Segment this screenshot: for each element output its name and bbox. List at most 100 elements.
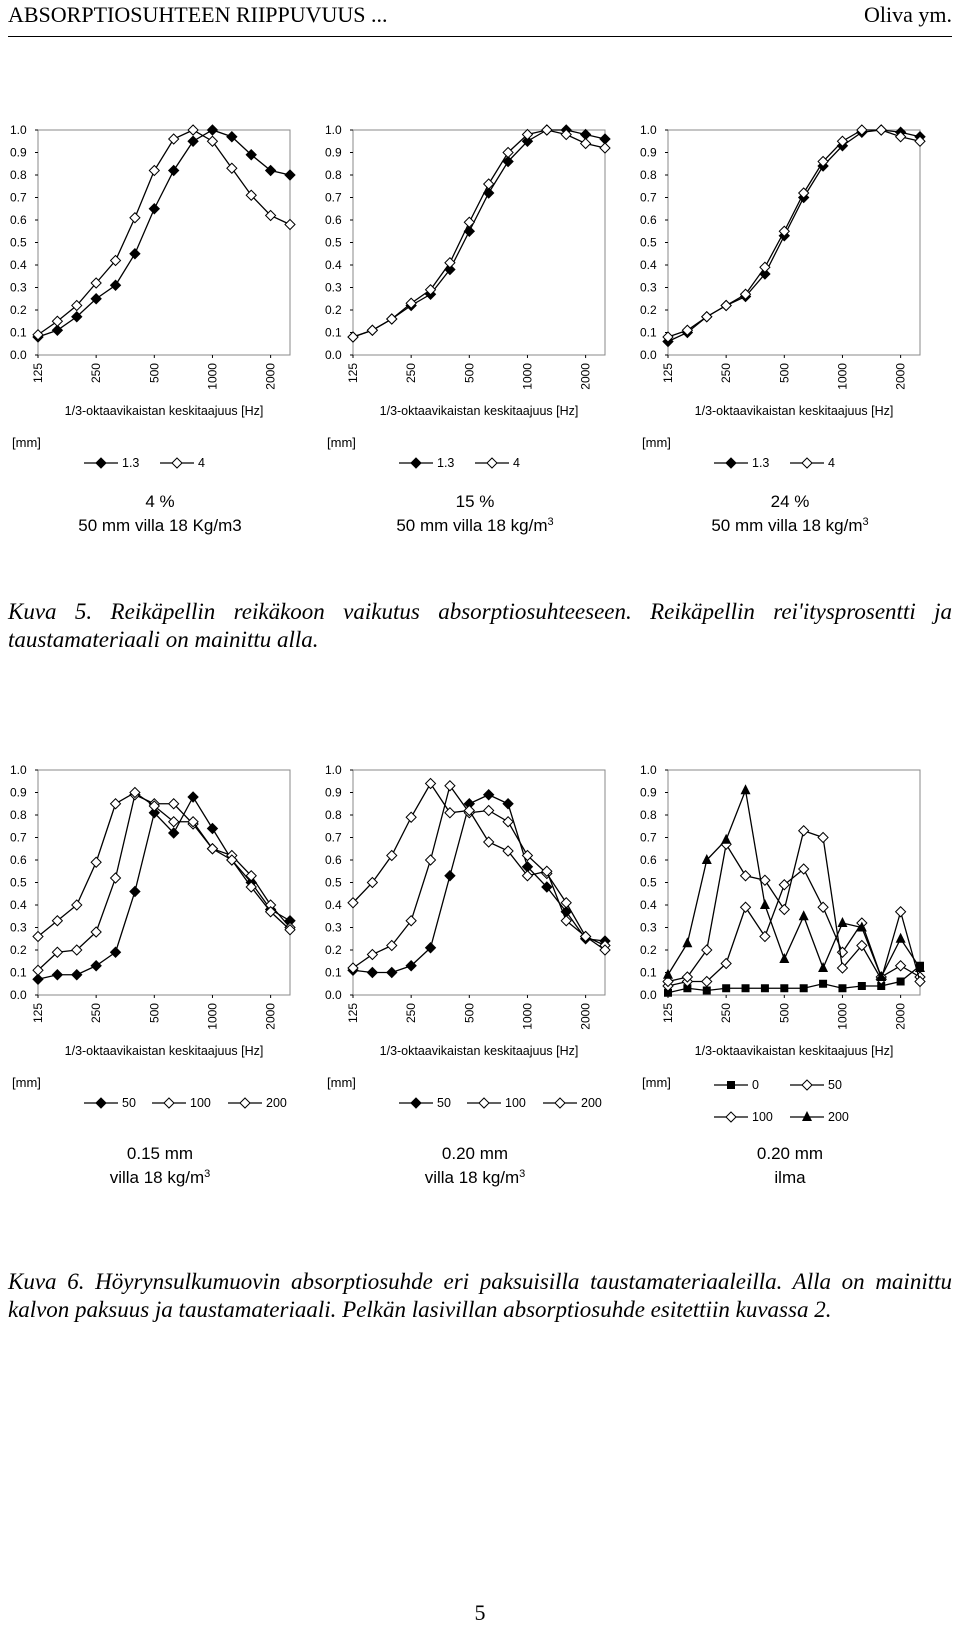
legend-marker [410, 457, 422, 469]
series-line-4 [37, 129, 291, 336]
legend: 50 100 200 [84, 1096, 287, 1110]
legend-title: [mm] [12, 1075, 41, 1090]
y-tick-label: 0.9 [640, 146, 657, 160]
chart-kuva5-24pct: 0.0 0.1 0.2 0.3 0.4 0.5 0.6 0.7 0.8 0.9 1.0 125 250 5… [630, 110, 945, 580]
data-point [245, 189, 257, 201]
y-tick-label: 0.4 [325, 258, 342, 272]
y-tick-label: 0.2 [325, 303, 342, 317]
y-tick-label: 0.2 [640, 303, 657, 317]
x-tick-label: 125 [346, 1003, 360, 1023]
y-tick-label: 0.7 [640, 831, 657, 845]
caption-kuva5: Kuva 5. Reikäpellin reikäkoon vaikutus a… [8, 599, 952, 652]
data-point [683, 984, 692, 993]
legend-label-100: 100 [190, 1096, 211, 1110]
y-tick-label: 1.0 [640, 123, 657, 137]
y-tick-label: 0.8 [10, 808, 27, 822]
x-tick-label: 2000 [264, 1003, 278, 1030]
legend-marker [410, 1097, 422, 1109]
data-point [502, 816, 514, 828]
data-point [857, 982, 866, 990]
y-tick-label: 0.1 [640, 966, 657, 980]
y-tick-label: 0.1 [325, 326, 342, 340]
legend-label-1.3: 1.3 [752, 456, 769, 470]
y-tick-label: 0.0 [10, 348, 27, 362]
data-point [521, 849, 534, 862]
y-tick-label: 0.5 [10, 236, 27, 250]
x-tick-label: 1000 [835, 363, 849, 390]
data-point [109, 798, 122, 810]
data-point [701, 854, 712, 864]
data-point [167, 816, 180, 828]
data-point [71, 299, 83, 312]
x-tick-label: 500 [462, 363, 476, 383]
data-point [482, 836, 495, 848]
legend-label-4: 4 [198, 456, 205, 470]
data-point [167, 133, 180, 145]
data-point [502, 146, 514, 159]
data-point [482, 178, 495, 190]
x-tick-label: 1000 [835, 1003, 849, 1030]
data-point [444, 257, 456, 269]
series-line-200 [667, 787, 921, 979]
data-point [109, 279, 122, 291]
x-tick-label: 250 [404, 363, 418, 383]
data-point [51, 315, 64, 327]
data-point [109, 872, 122, 884]
data-point [148, 164, 161, 177]
data-point [148, 807, 161, 819]
legend-marker [239, 1097, 251, 1109]
legend-marker [95, 1097, 107, 1109]
data-point [284, 169, 296, 181]
plot-area [667, 769, 921, 996]
data-point [386, 313, 398, 325]
x-tick-label: 2000 [894, 1003, 908, 1030]
legend: 50 100 200 [399, 1096, 602, 1110]
series-line-1.3 [352, 129, 606, 338]
data-point [914, 975, 926, 988]
x-tick-label: 500 [462, 1003, 476, 1023]
data-point [129, 885, 141, 898]
legend-title: [mm] [642, 1075, 671, 1090]
data-point [819, 979, 828, 988]
data-point [206, 135, 219, 147]
data-point [797, 863, 810, 875]
data-point [264, 209, 277, 222]
series-line-100 [352, 784, 606, 969]
data-point [226, 162, 238, 174]
x-tick-label: 1000 [205, 363, 219, 390]
y-tick-label: 1.0 [10, 763, 27, 777]
y-tick-label: 0.9 [640, 786, 657, 800]
data-point [167, 798, 180, 810]
data-point [366, 966, 379, 979]
series-200 [663, 784, 925, 981]
y-tick-label: 0.0 [640, 988, 657, 1002]
data-point [71, 311, 83, 323]
y-tick-label: 0.5 [640, 236, 657, 250]
legend-marker [725, 1111, 737, 1123]
data-point [51, 324, 64, 336]
data-point [740, 784, 751, 795]
data-point [560, 128, 572, 141]
data-point [759, 874, 771, 886]
data-point [347, 331, 359, 343]
data-point [187, 791, 199, 803]
series-1.3 [32, 124, 296, 343]
legend: 0 50 100 200 [714, 1078, 849, 1124]
data-point [739, 870, 752, 882]
data-point [405, 811, 417, 823]
y-tick-label: 0.3 [10, 921, 27, 935]
data-point [780, 984, 789, 993]
data-point [579, 137, 592, 150]
data-point [502, 845, 514, 857]
x-tick-label: 2000 [894, 363, 908, 390]
data-point [109, 946, 122, 958]
data-point [799, 984, 808, 993]
y-tick-label: 0.3 [10, 281, 27, 295]
y-tick-label: 0.6 [10, 853, 27, 867]
y-tick-label: 0.0 [10, 988, 27, 1002]
data-point [206, 124, 219, 136]
data-point [32, 964, 44, 976]
legend-label-50: 50 [122, 1096, 136, 1110]
y-tick-label: 0.7 [325, 831, 342, 845]
data-point [778, 903, 791, 916]
